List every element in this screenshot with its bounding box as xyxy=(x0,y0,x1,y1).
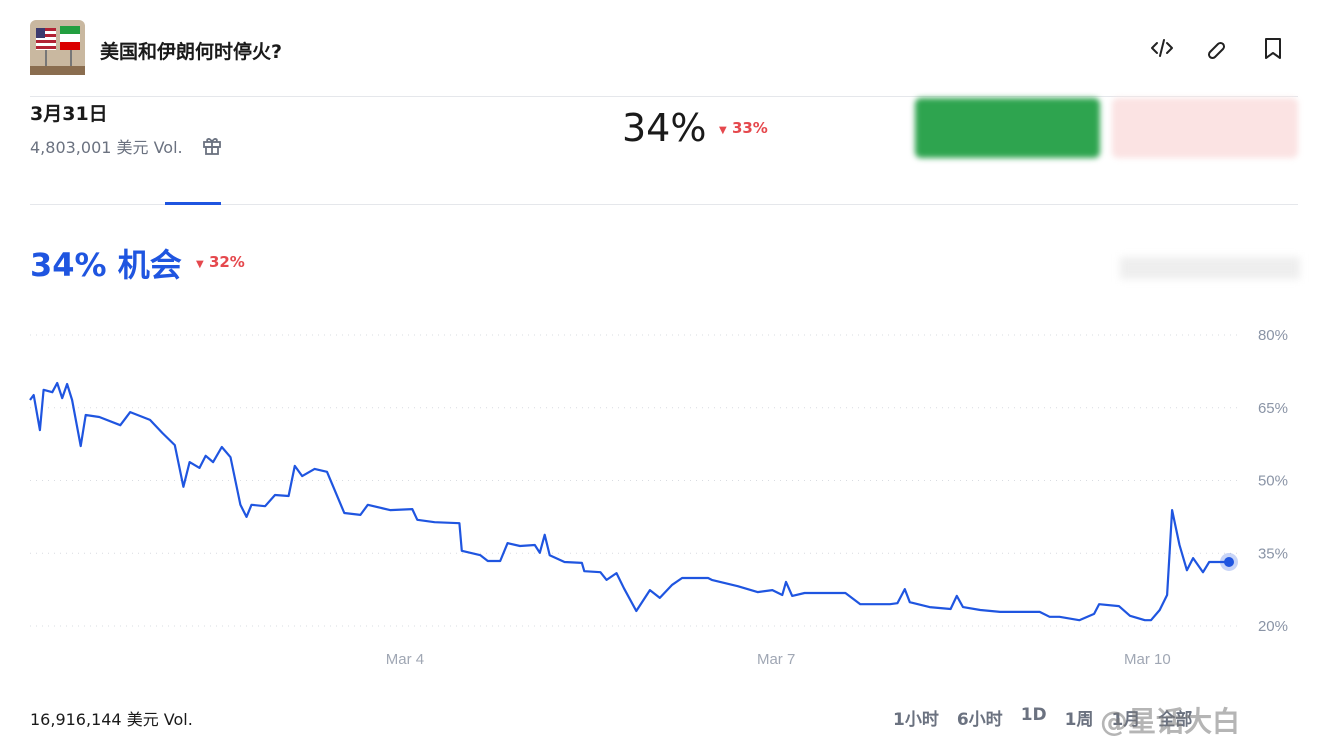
sticky-date: 3月31日 xyxy=(30,103,108,125)
y-tick-label: 50% xyxy=(1258,473,1288,490)
chart: 20% 35% 50% 65% 80% Mar 4 Mar 7 Mar 10 xyxy=(29,327,1288,668)
end-point xyxy=(1224,556,1234,567)
range-button[interactable]: 1D xyxy=(1020,705,1047,725)
divider xyxy=(30,96,1298,97)
outcome-chance: 34% 机会 xyxy=(30,240,182,286)
watermark: @星话大白 xyxy=(1100,705,1241,738)
x-tick-label: Mar 10 xyxy=(1124,651,1171,668)
embed-button[interactable] xyxy=(1151,39,1173,57)
link-button[interactable] xyxy=(1207,41,1226,60)
chance-value: 34% xyxy=(30,246,107,284)
range-button[interactable]: 全部 xyxy=(1158,710,1193,730)
footer-volume: 16,916,144 美元 Vol. xyxy=(30,710,193,729)
line xyxy=(29,381,1229,622)
range-button[interactable]: 6小时 xyxy=(956,710,1003,730)
sticky-price: 34% xyxy=(622,106,707,150)
gift-icon xyxy=(203,138,221,155)
buy-yes-button[interactable] xyxy=(915,98,1100,158)
market-thumbnail xyxy=(30,20,85,75)
y-tick-label: 80% xyxy=(1258,327,1288,344)
range-button[interactable]: 1小时 xyxy=(893,710,939,730)
range-button[interactable]: 1月 xyxy=(1111,710,1141,730)
range-button[interactable]: 1周 xyxy=(1064,710,1094,730)
header-actions xyxy=(1151,38,1281,60)
y-tick-label: 65% xyxy=(1258,400,1288,417)
y-tick-label: 35% xyxy=(1258,545,1288,562)
x-tick-label: Mar 4 xyxy=(386,651,424,668)
sticky-change: ▼ 33% xyxy=(719,119,768,137)
market-title: 美国和伊朗何时停火? xyxy=(100,41,283,63)
sticky-volume: 4,803,001 美元 Vol. xyxy=(30,138,183,157)
outcome-change-value: 32% xyxy=(208,253,245,271)
blurred-legend xyxy=(1120,257,1300,279)
chance-word: 机会 xyxy=(117,246,182,284)
active-tab-indicator xyxy=(165,202,221,205)
bookmark-button[interactable] xyxy=(1265,38,1281,59)
y-tick-label: 20% xyxy=(1258,618,1288,635)
x-tick-label: Mar 7 xyxy=(757,651,795,668)
buy-no-button[interactable] xyxy=(1112,98,1298,158)
range-buttons: 1小时 6小时 1D 1周 1月 全部 xyxy=(893,705,1192,730)
sticky-change-value: 33% xyxy=(731,119,768,137)
tab-divider xyxy=(30,204,1298,205)
outcome-change: ▼ 32% xyxy=(196,253,245,271)
